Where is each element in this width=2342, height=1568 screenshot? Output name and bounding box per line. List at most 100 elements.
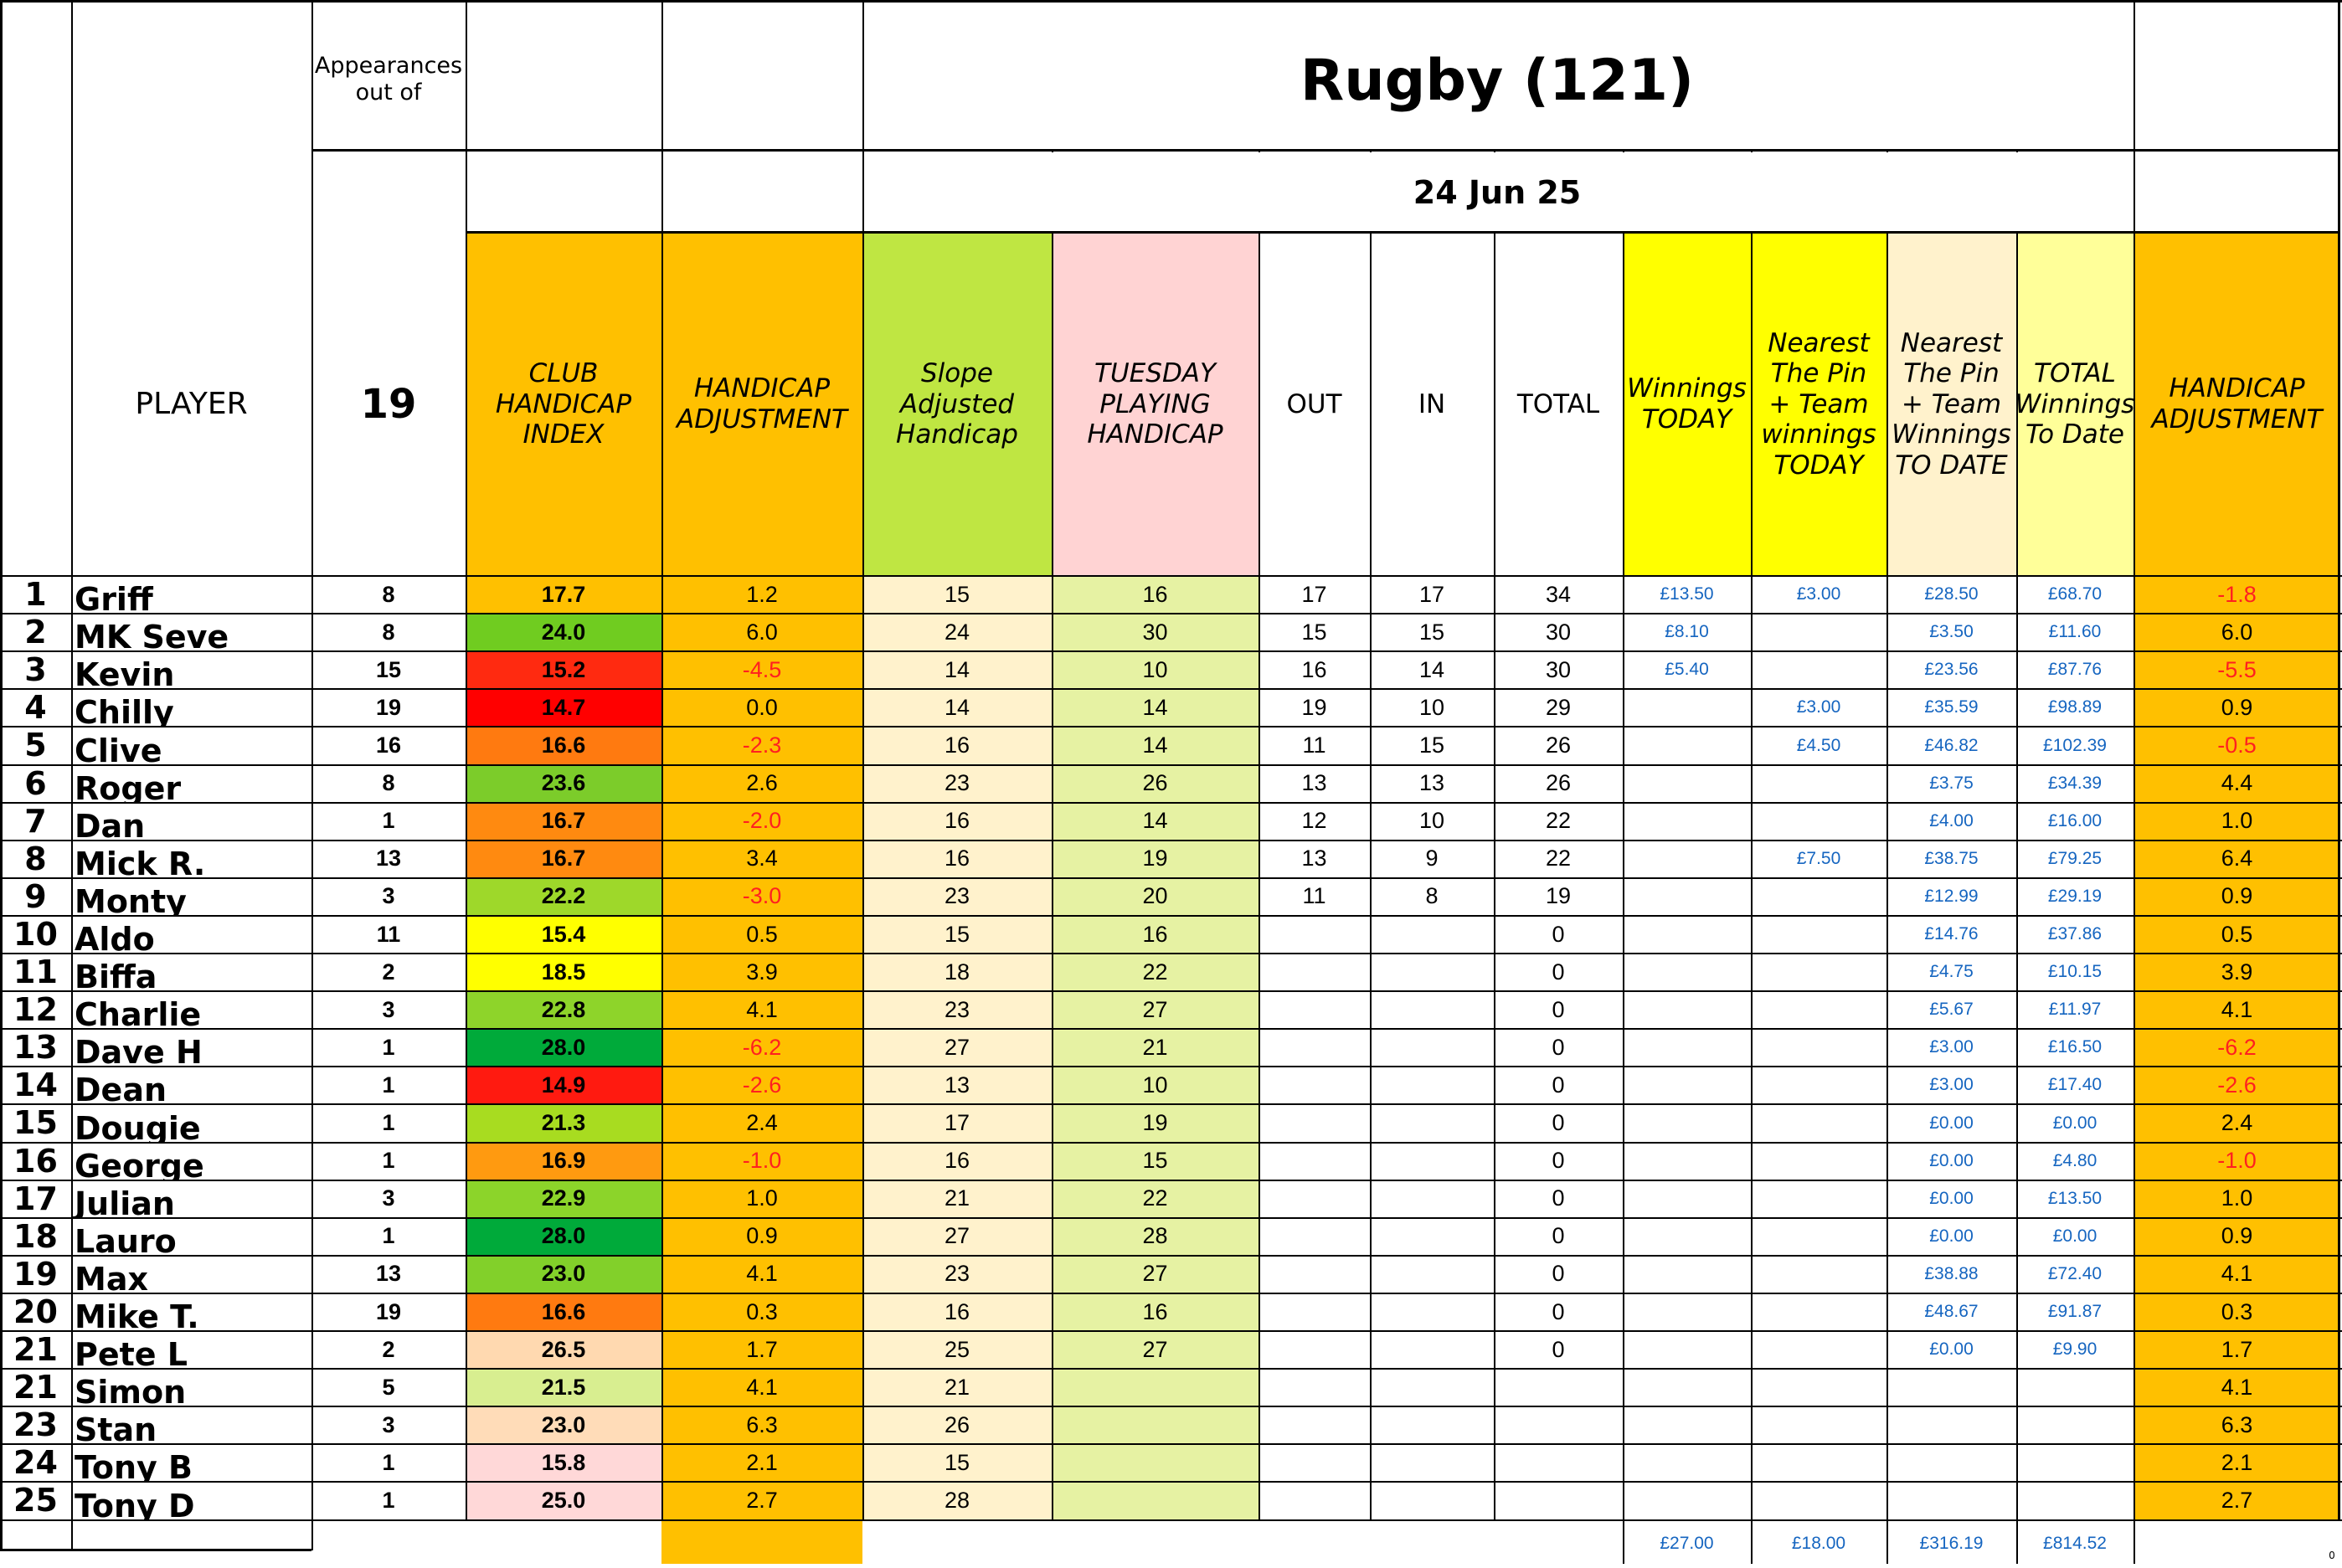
player-name: Tony B (75, 1449, 193, 1483)
tuesday-playing-value: 16 (1052, 576, 1259, 614)
handicap-adjustment-2-value: 0.9 (2134, 877, 2340, 916)
winnings-today-value (1623, 803, 1751, 841)
handicap-adjustment-2-value: 4.1 (2134, 1369, 2340, 1407)
slope-adjusted-value: 26 (862, 1406, 1052, 1445)
grid-row-line (0, 802, 2342, 804)
club-index-value: 15.8 (466, 1444, 661, 1483)
total-to-date-value: £10.15 (2047, 962, 2103, 982)
handicap-adjustment-2-value: 6.4 (2134, 840, 2340, 878)
winnings-today-value: £8.10 (1665, 622, 1709, 642)
winnings-today-value (1623, 765, 1751, 803)
out-score: 19 (1301, 694, 1327, 720)
winnings-today-value (1623, 1482, 1751, 1519)
handicap-adjustment-value: -4.5 (661, 651, 862, 690)
in-score (1370, 1104, 1494, 1142)
ntp-to-date-value: £38.75 (1924, 848, 1979, 868)
player-name: Charlie (75, 996, 202, 1030)
handicap-adjustment-2-value: -5.5 (2134, 651, 2340, 690)
appearances-count: 2 (382, 1336, 395, 1362)
ntp-to-date-value: £28.50 (1924, 584, 1979, 604)
ntp-today-value: £3.00 (1796, 584, 1841, 604)
club-index-value: 28.0 (466, 1217, 661, 1256)
player-name: Monty (75, 882, 187, 916)
handicap-adjustment-2-value: 2.4 (2134, 1104, 2340, 1143)
appearances-count: 3 (382, 1411, 395, 1437)
handicap-adjustment-value: 2.4 (661, 1104, 862, 1143)
row-number: 9 (24, 877, 47, 915)
total-score: 26 (1545, 733, 1572, 758)
winnings-today-value (1623, 1293, 1751, 1331)
ntp-to-date-value: £3.50 (1929, 622, 1974, 642)
out-score (1259, 1369, 1370, 1406)
appearances-count: 1 (382, 1148, 395, 1174)
row-number: 14 (13, 1067, 58, 1104)
appearances-label: Appearances out of (314, 53, 463, 105)
total-score: 0 (1552, 921, 1565, 947)
date-label: 24 Jun 25 (1413, 173, 1582, 211)
tuesday-playing-value: 14 (1052, 689, 1259, 727)
handicap-adjustment-2-value: -0.5 (2134, 727, 2340, 765)
row-number: 4 (24, 689, 47, 727)
total-ntp-today: £18.00 (1791, 1534, 1846, 1554)
appearances-count: 5 (382, 1374, 395, 1400)
appearances-count: 15 (375, 656, 402, 682)
page-title: Rugby (121) (1300, 47, 1695, 114)
handicap-adjustment-2-value: 1.7 (2134, 1331, 2340, 1370)
appearances-count: 1 (382, 1034, 395, 1060)
grid-date-bottom (466, 231, 2340, 234)
handicap-adjustment-2-value: -1.0 (2134, 1142, 2340, 1180)
handicap-adjustment-value: 0.9 (661, 1217, 862, 1256)
ntp-to-date-value: £4.00 (1929, 810, 1974, 830)
club-index-value: 25.0 (466, 1482, 661, 1520)
grid-row-line (0, 1142, 2342, 1144)
ntp-today-value (1751, 1482, 1886, 1519)
ntp-to-date-value: £5.67 (1929, 1000, 1974, 1020)
out-score (1259, 954, 1370, 991)
winnings-today-value (1623, 1180, 1751, 1218)
slope-adjusted-value: 16 (862, 802, 1052, 841)
ntp-today-value (1751, 1331, 1886, 1369)
row-number: 19 (13, 1255, 58, 1293)
tuesday-playing-value: 21 (1052, 1029, 1259, 1067)
total-score: 0 (1552, 959, 1565, 984)
club-index-value: 15.4 (466, 915, 661, 954)
total-to-date-value: £79.25 (2047, 848, 2103, 868)
grid-row-line (0, 1255, 2342, 1257)
club-index-value: 23.0 (466, 1255, 661, 1293)
ntp-to-date-value (1886, 1482, 2016, 1519)
header-winnings-today: Winnings TODAY (1623, 233, 1751, 576)
in-score (1370, 954, 1494, 991)
grid-vertical (2338, 0, 2340, 1520)
tuesday-playing-value: 14 (1052, 802, 1259, 841)
totals-orange-block (661, 1519, 862, 1564)
handicap-adjustment-2-value: 2.1 (2134, 1444, 2340, 1483)
handicap-adjustment-value: 4.1 (661, 1369, 862, 1407)
player-name: Griff (75, 581, 153, 614)
player-name: Stan (75, 1411, 157, 1445)
out-score (1259, 1482, 1370, 1519)
in-score (1370, 1180, 1494, 1218)
handicap-adjustment-2-value: -6.2 (2134, 1029, 2340, 1067)
appearances-count: 3 (382, 1185, 395, 1211)
handicap-adjustment-value: -1.0 (661, 1142, 862, 1180)
club-index-value: 28.0 (466, 1029, 661, 1067)
in-score (1370, 1029, 1494, 1067)
winnings-today-value: £13.50 (1660, 584, 1714, 604)
ntp-today-value (1751, 651, 1886, 689)
winnings-today-value (1623, 878, 1751, 916)
ntp-to-date-value: £38.88 (1924, 1263, 1979, 1283)
ntp-to-date-value: £23.56 (1924, 660, 1979, 680)
handicap-adjustment-value: 0.3 (661, 1293, 862, 1331)
grid-row-line (0, 613, 2342, 614)
appearances-count: 1 (382, 1488, 395, 1513)
total-to-date-value (2016, 1482, 2134, 1519)
club-index-value: 21.3 (466, 1104, 661, 1143)
handicap-adjustment-2-value: 0.9 (2134, 689, 2340, 727)
out-score: 12 (1301, 808, 1327, 834)
slope-adjusted-value: 17 (862, 1104, 1052, 1143)
ntp-today-value (1751, 916, 1886, 954)
tuesday-playing-value: 26 (1052, 764, 1259, 803)
player-name: Aldo (75, 921, 155, 954)
handicap-adjustment-value: 2.6 (661, 764, 862, 803)
player-name: George (75, 1147, 204, 1180)
